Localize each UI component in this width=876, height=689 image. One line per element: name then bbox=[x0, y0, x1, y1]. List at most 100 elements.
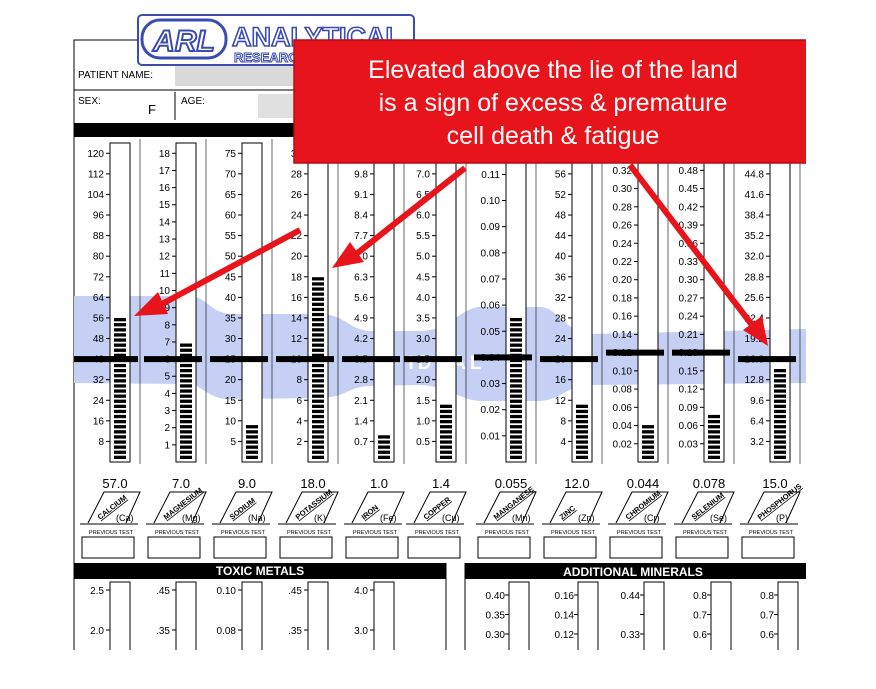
tick-label: 14 bbox=[291, 313, 303, 324]
tick-label: 25.6 bbox=[745, 293, 765, 304]
bar-segment bbox=[510, 369, 522, 373]
toxic-metal-column: 2.5 2.0 bbox=[90, 581, 131, 673]
bar-segment bbox=[180, 414, 192, 419]
tick-label: 0.08 bbox=[613, 385, 633, 396]
bar-segment bbox=[312, 435, 324, 439]
label-slant-box bbox=[153, 491, 207, 524]
arrow-head-calcium bbox=[134, 292, 168, 316]
bar-segment bbox=[510, 389, 522, 393]
tick-label: 88 bbox=[93, 231, 105, 242]
tick-label: 0.12 bbox=[679, 385, 699, 396]
tick-label: 22.4 bbox=[745, 313, 765, 324]
tick-label: 0.7 bbox=[693, 611, 707, 622]
bar-segment bbox=[180, 455, 192, 459]
mineral-value: 57.0 bbox=[102, 476, 127, 491]
previous-test-label: PREVIOUS TEST bbox=[551, 530, 596, 536]
mineral-value: 1.4 bbox=[432, 476, 450, 491]
scale-box bbox=[703, 142, 725, 463]
previous-test-label: PREVIOUS TEST bbox=[353, 530, 398, 536]
mineral-column-magnesium: 181716151413121110987654321 bbox=[144, 139, 207, 464]
tick-label: 52 bbox=[555, 190, 567, 201]
tick-label: 0.44 bbox=[621, 591, 641, 602]
label-slant-box bbox=[285, 491, 339, 524]
bar-segment bbox=[510, 363, 522, 368]
lower-columns: 2.5 2.0 .45 .35 0.10 0.08 .45 .35 4.0 3.0 0.40 0.35… bbox=[90, 581, 799, 673]
bar-segment bbox=[312, 338, 324, 342]
tick-label: 1.0 bbox=[416, 416, 430, 427]
bar-segment bbox=[312, 455, 324, 459]
bar-segment bbox=[774, 425, 786, 429]
bar-segment bbox=[440, 445, 452, 449]
tick-label: 11 bbox=[160, 269, 171, 280]
previous-test-label: PREVIOUS TEST bbox=[155, 530, 200, 536]
tick-label: 6.3 bbox=[354, 272, 368, 283]
tick-label: 3.2 bbox=[750, 437, 764, 448]
bar-segment bbox=[774, 414, 786, 419]
tick-label: 0.02 bbox=[481, 405, 501, 416]
ideal-marker bbox=[342, 356, 400, 363]
tick-label: 0.08 bbox=[217, 626, 237, 637]
bar-segment bbox=[576, 430, 588, 434]
bar-segment bbox=[510, 455, 522, 459]
bar-segment bbox=[246, 445, 258, 449]
tick-label: 48 bbox=[93, 334, 105, 345]
bar-segment bbox=[576, 435, 588, 439]
bar-segment bbox=[180, 384, 192, 388]
tick-label: 24 bbox=[555, 334, 567, 345]
tick-label: 28 bbox=[555, 313, 567, 324]
bar-segment bbox=[312, 333, 324, 337]
bar-segment bbox=[114, 369, 126, 373]
bar-segment bbox=[510, 318, 522, 322]
bar-segment bbox=[510, 440, 522, 444]
tick-label: 5.0 bbox=[416, 252, 430, 263]
bar-segment bbox=[576, 414, 588, 419]
tick-label: 16 bbox=[291, 293, 303, 304]
tick-label: 0.28 bbox=[613, 202, 633, 213]
bar-segment bbox=[774, 440, 786, 444]
additional-mineral-column: 0.8 0.7 0.6 bbox=[760, 581, 799, 673]
mineral-symbol: (Ca) bbox=[116, 513, 134, 523]
label-slant-box bbox=[549, 491, 603, 524]
tick-label: 96 bbox=[93, 211, 105, 222]
ideal-marker bbox=[74, 356, 138, 363]
tick-label: 22 bbox=[291, 231, 303, 242]
age-field bbox=[258, 94, 293, 118]
bar-segment bbox=[180, 363, 192, 368]
bar-segment bbox=[180, 430, 192, 434]
tick-label: 9 bbox=[164, 303, 170, 314]
arrow-head-potassium bbox=[332, 242, 364, 268]
bar-segment bbox=[114, 445, 126, 449]
previous-test-label: PREVIOUS TEST bbox=[221, 530, 266, 536]
bar-segment bbox=[774, 379, 786, 383]
tick-label: 0.14 bbox=[555, 611, 575, 622]
tick-label: 28.8 bbox=[745, 272, 765, 283]
bar-segment bbox=[576, 445, 588, 449]
bar-segment bbox=[180, 399, 192, 403]
label-slant-box bbox=[413, 491, 467, 524]
tick-label: 0.8 bbox=[693, 591, 707, 602]
bar-segment bbox=[312, 307, 324, 312]
mineral-symbol: (Zn) bbox=[578, 513, 595, 523]
tick-label: 0.42 bbox=[679, 202, 699, 213]
bar-segment bbox=[642, 435, 654, 439]
tick-label: 20 bbox=[225, 375, 237, 386]
mineral-column-sodium: 75706560555045403530252015105 bbox=[210, 139, 273, 464]
bar-segment bbox=[114, 450, 126, 454]
tick-label: 64 bbox=[93, 293, 105, 304]
bar-segment bbox=[576, 420, 588, 424]
scale-box bbox=[175, 142, 197, 463]
label-slant-box bbox=[87, 491, 141, 524]
tick-label: .45 bbox=[288, 586, 302, 597]
sex-label: SEX: bbox=[78, 96, 101, 107]
tick-label: 0.01 bbox=[481, 431, 501, 442]
callout-box bbox=[293, 39, 813, 164]
bar-segment bbox=[312, 328, 324, 332]
bar-segment bbox=[114, 425, 126, 429]
mineral-symbol: (P) bbox=[776, 513, 788, 523]
bar-segment bbox=[510, 379, 522, 383]
tick-label: 32 bbox=[555, 293, 567, 304]
bar-segment bbox=[312, 394, 324, 398]
mineral-value: 0.078 bbox=[693, 476, 726, 491]
bar-segment bbox=[510, 445, 522, 449]
